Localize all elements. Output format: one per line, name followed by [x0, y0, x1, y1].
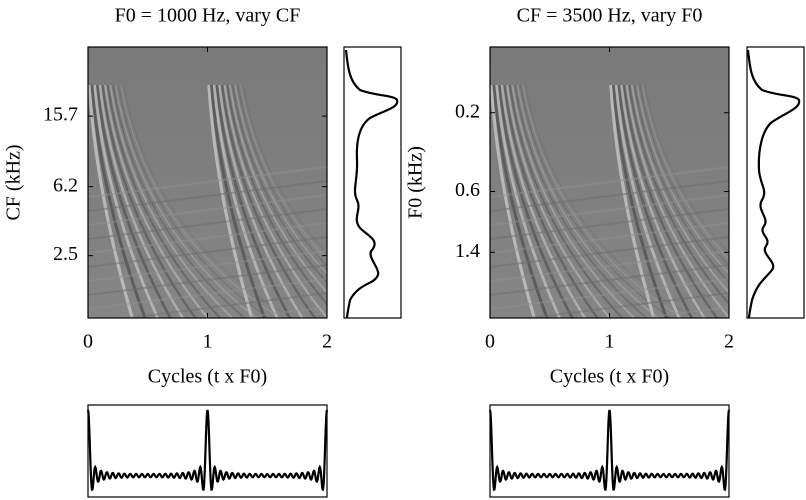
hatch — [490, 264, 729, 296]
wave-frame — [87, 404, 328, 498]
side-profile — [746, 49, 801, 319]
ridge — [511, 84, 636, 318]
panel: F0 = 1000 Hz, vary CF Cycles (t x F0) CF (… — [3, 5, 402, 498]
hatch — [490, 208, 729, 240]
ridge — [223, 84, 327, 318]
ridge — [95, 84, 172, 318]
ridge — [625, 84, 729, 318]
ridge — [636, 84, 729, 275]
hatch — [490, 222, 729, 254]
y-tick-label: 0.2 — [455, 100, 480, 122]
ridge — [612, 84, 669, 318]
ridge — [490, 84, 536, 318]
y-axis-label: CF (kHz) — [3, 144, 25, 220]
ridge — [631, 84, 729, 294]
ridge — [117, 84, 270, 318]
hatch — [88, 222, 327, 254]
x-tick-label: 0 — [83, 331, 93, 353]
hatch — [231, 306, 327, 318]
ridge — [609, 84, 656, 318]
ridge — [106, 84, 222, 318]
image-texture — [490, 84, 729, 318]
image-texture — [88, 84, 327, 318]
ridge — [519, 84, 672, 318]
x-tick-label: 2 — [724, 331, 734, 353]
ridge — [495, 84, 562, 318]
x-axis-label: Cycles (t x F0) — [148, 366, 267, 388]
ridge — [506, 84, 612, 318]
ridge — [112, 84, 246, 318]
x-tick-label: 0 — [485, 331, 495, 353]
y-tick-label: 15.7 — [43, 104, 78, 126]
waveform — [86, 409, 329, 491]
hatch — [88, 236, 327, 268]
ridge — [503, 84, 599, 318]
hatch — [88, 264, 327, 296]
ridge — [104, 84, 210, 318]
y-tick-label: 2.5 — [53, 243, 78, 265]
hatch — [490, 166, 729, 198]
ridge — [231, 84, 327, 284]
panel: CF = 3500 Hz, vary F0 Cycles (t x F0) F0 (… — [405, 5, 805, 498]
ridge — [215, 84, 292, 318]
hatch — [88, 250, 327, 282]
ridge — [229, 84, 327, 294]
hatch — [88, 278, 327, 310]
hatch — [88, 208, 327, 240]
y-axis-label: F0 (kHz) — [405, 146, 427, 219]
chart-title: F0 = 1000 Hz, vary CF — [115, 5, 301, 27]
ridge — [101, 84, 197, 318]
ridge — [90, 84, 147, 318]
wave-frame — [489, 404, 730, 498]
ridge — [220, 84, 317, 318]
ridge — [237, 84, 327, 267]
ridge — [88, 84, 134, 318]
side-profile — [344, 49, 399, 319]
y-tick-label: 0.6 — [455, 179, 480, 201]
ridge — [633, 84, 729, 284]
ridge — [210, 84, 267, 318]
hatch — [490, 180, 729, 212]
hatch — [119, 292, 327, 318]
hatch — [490, 194, 729, 226]
side-frame — [343, 46, 402, 319]
x-tick-label: 2 — [322, 331, 332, 353]
y-tick-label: 1.4 — [455, 240, 480, 262]
y-tick-label: 6.2 — [53, 174, 78, 196]
hatch — [490, 236, 729, 268]
hatch — [490, 250, 729, 282]
hatch — [633, 306, 729, 318]
ridge — [242, 84, 327, 254]
x-axis-label: Cycles (t x F0) — [550, 366, 669, 388]
hatch — [88, 194, 327, 226]
x-tick-label: 1 — [203, 331, 213, 353]
ridge — [639, 84, 729, 267]
ridge — [93, 84, 160, 318]
ridge — [622, 84, 719, 318]
ridge — [109, 84, 234, 318]
ridge — [497, 84, 574, 318]
ridge — [234, 84, 327, 275]
ridge — [617, 84, 694, 318]
hatch — [88, 166, 327, 198]
ridge — [644, 84, 729, 254]
hatch — [490, 278, 729, 310]
x-tick-label: 1 — [605, 331, 615, 353]
ridge — [207, 84, 254, 318]
ridge — [514, 84, 648, 318]
side-frame — [746, 46, 805, 319]
hatch — [521, 292, 729, 318]
ridge — [508, 84, 624, 318]
ridge — [492, 84, 549, 318]
waveform — [488, 409, 731, 491]
hatch — [88, 180, 327, 212]
chart-title: CF = 3500 Hz, vary F0 — [517, 5, 703, 27]
